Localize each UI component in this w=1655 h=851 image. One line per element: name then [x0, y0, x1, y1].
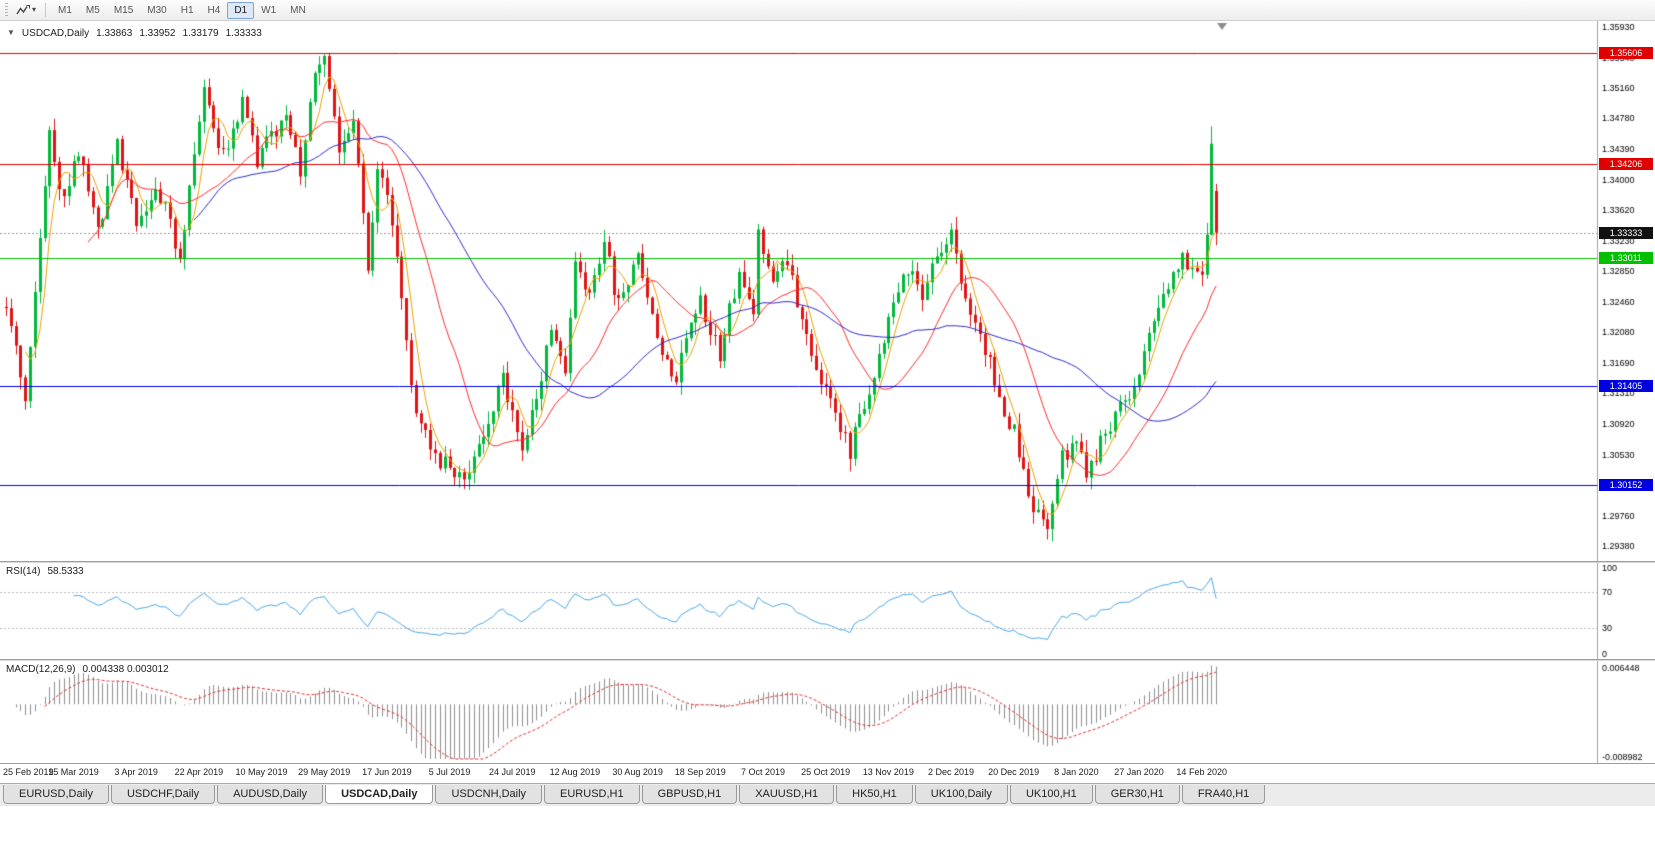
tab-usdcad-daily[interactable]: USDCAD,Daily	[325, 785, 434, 804]
tab-fra40-h1[interactable]: FRA40,H1	[1181, 785, 1266, 804]
date-label: 27 Jan 2020	[1114, 767, 1164, 777]
timeframe-toolbar: ▾ M1 M5 M15 M30 H1 H4 D1 W1 MN	[0, 0, 1655, 21]
timeframe-h1-button[interactable]: H1	[174, 2, 201, 19]
tab-uk100-daily[interactable]: UK100,Daily	[914, 785, 1008, 804]
date-label: 18 Sep 2019	[674, 767, 726, 777]
macd-panel: MACD(12,26,9) 0.004338 0.003012	[0, 661, 1655, 763]
date-label: 12 Aug 2019	[549, 767, 601, 777]
timeframe-m1-button[interactable]: M1	[51, 2, 79, 19]
zigzag-icon	[16, 4, 30, 14]
panel-splitter[interactable]	[0, 659, 1655, 661]
date-label: 20 Dec 2019	[988, 767, 1040, 777]
date-label: 29 May 2019	[298, 767, 351, 777]
rsi-canvas[interactable]	[0, 563, 1655, 659]
timeframe-m5-button[interactable]: M5	[79, 2, 107, 19]
date-label: 7 Oct 2019	[740, 767, 785, 777]
date-label: 5 Jul 2019	[428, 767, 471, 777]
tab-hk50-h1[interactable]: HK50,H1	[836, 785, 913, 804]
timeframe-mn-button[interactable]: MN	[283, 2, 313, 19]
panel-splitter[interactable]	[0, 561, 1655, 563]
timeframe-m30-button[interactable]: M30	[140, 2, 173, 19]
date-label: 8 Jan 2020	[1054, 767, 1099, 777]
date-label: 30 Aug 2019	[612, 767, 663, 777]
date-label: 25 Oct 2019	[801, 767, 851, 777]
chart-tools-icon[interactable]: ▾	[12, 2, 40, 19]
tab-eurusd-h1[interactable]: EURUSD,H1	[544, 785, 640, 804]
chevron-down-icon: ▾	[32, 5, 37, 14]
tab-usdchf-daily[interactable]: USDCHF,Daily	[110, 785, 216, 804]
date-label: 25 Feb 2019	[3, 767, 54, 777]
rsi-panel: RSI(14) 58.5333	[0, 563, 1655, 659]
macd-canvas[interactable]	[0, 661, 1655, 763]
date-label: 22 Apr 2019	[174, 767, 224, 777]
date-label: 14 Feb 2020	[1176, 767, 1227, 777]
timeframe-h4-button[interactable]: H4	[201, 2, 228, 19]
date-label: 10 May 2019	[235, 767, 288, 777]
tab-audusd-daily[interactable]: AUDUSD,Daily	[217, 785, 324, 804]
timeframe-d1-button[interactable]: D1	[227, 1, 255, 19]
date-label: 3 Apr 2019	[114, 767, 158, 777]
tab-xauusd-h1[interactable]: XAUUSD,H1	[739, 785, 835, 804]
chart-collapse-icon[interactable]: ▼	[7, 28, 15, 37]
date-label: 2 Dec 2019	[927, 767, 975, 777]
tab-eurusd-daily[interactable]: EURUSD,Daily	[3, 785, 109, 804]
tab-gbpusd-h1[interactable]: GBPUSD,H1	[641, 785, 738, 804]
chart-tab-bar: EURUSD,Daily USDCHF,Daily AUDUSD,Daily U…	[0, 783, 1655, 806]
tab-ger30-h1[interactable]: GER30,H1	[1094, 785, 1180, 804]
date-label: 13 Nov 2019	[862, 767, 914, 777]
date-label: 15 Mar 2019	[48, 767, 99, 777]
tab-uk100-h1[interactable]: UK100,H1	[1009, 785, 1093, 804]
tab-usdcnh-daily[interactable]: USDCNH,Daily	[435, 785, 543, 804]
date-label: 24 Jul 2019	[488, 767, 536, 777]
price-chart-panel: ▼ USDCAD,Daily 1.33863 1.33952 1.33179 1…	[0, 21, 1655, 561]
date-label: 17 Jun 2019	[362, 767, 412, 777]
timeframe-w1-button[interactable]: W1	[254, 2, 283, 19]
date-axis[interactable]: 25 Feb 2019 15 Mar 2019 3 Apr 2019 22 Apr 2…	[0, 763, 1655, 779]
price-chart-canvas[interactable]	[0, 21, 1655, 561]
timeframe-m15-button[interactable]: M15	[107, 2, 140, 19]
toolbar-separator	[45, 3, 47, 17]
toolbar-drag-handle[interactable]	[5, 3, 8, 17]
